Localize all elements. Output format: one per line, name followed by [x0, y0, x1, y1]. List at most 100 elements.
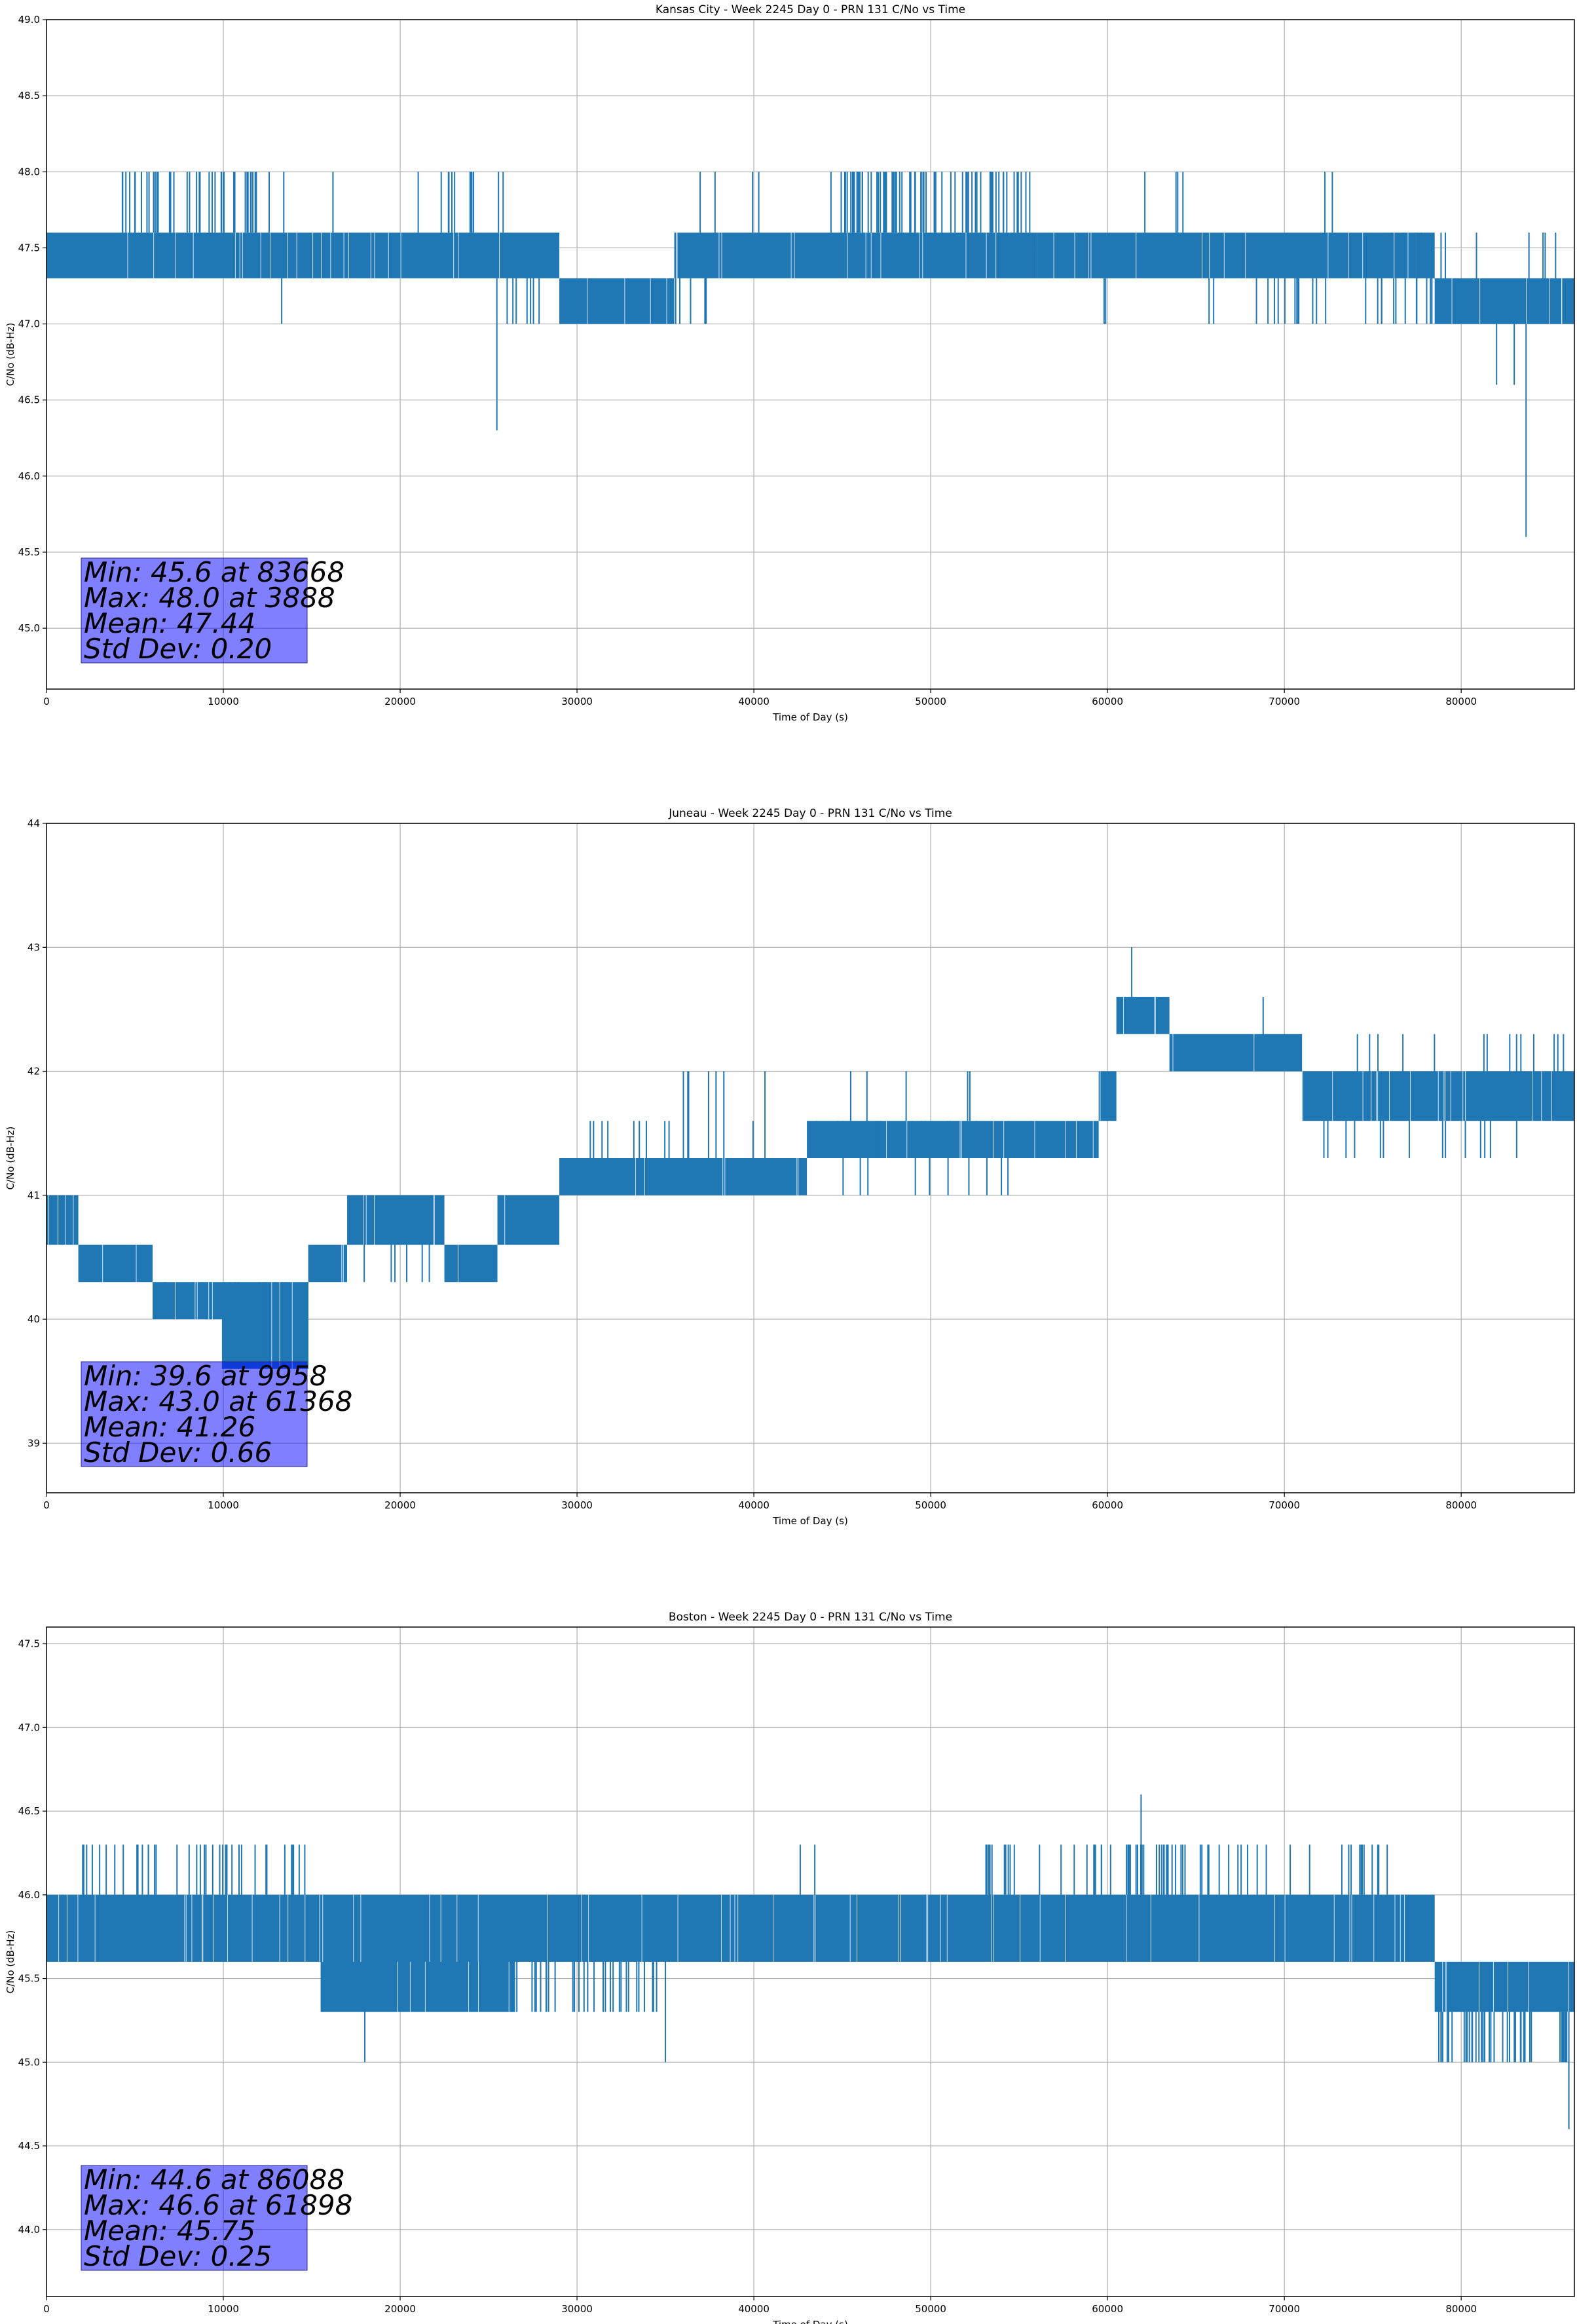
- x-tick-label: 0: [43, 696, 50, 707]
- y-tick-label: 47.0: [18, 1721, 40, 1733]
- stats-box: [81, 2165, 308, 2271]
- chart-title: Kansas City - Week 2245 Day 0 - PRN 131 …: [656, 3, 965, 16]
- series-line: [46, 1794, 1574, 2129]
- x-tick-label: 20000: [384, 2303, 416, 2315]
- y-tick-label: 45.5: [18, 546, 40, 558]
- x-tick-label: 0: [43, 1499, 50, 1511]
- signal-band: [1098, 1071, 1117, 1121]
- signal-band: [46, 233, 560, 278]
- signal-band: [78, 1245, 153, 1283]
- axes-frame: [46, 823, 1575, 1493]
- series-line: [46, 947, 1574, 1369]
- y-tick-label: 42: [28, 1066, 40, 1078]
- signal-band: [807, 1121, 1099, 1158]
- x-tick-label: 10000: [208, 2303, 239, 2315]
- chart-panel-2: 0 10000 20000 30000 40000 50000 60000 70000 8000…: [5, 1611, 1575, 2324]
- signal-band: [1434, 1962, 1574, 2012]
- y-tick-label: 41: [28, 1190, 40, 1201]
- stats-line: Max: 43.0 at 61368: [84, 1385, 352, 1417]
- chart-panel-0: 0 10000 20000 30000 40000 50000 60000 70000 8000…: [5, 3, 1575, 723]
- signal-band: [308, 1245, 348, 1283]
- stats-line: Min: 45.6 at 83668: [84, 556, 344, 588]
- x-tick-label: 80000: [1445, 1499, 1477, 1511]
- x-axis-label: Time of Day (s): [772, 711, 848, 723]
- x-axis-label: Time of Day (s): [772, 2319, 848, 2324]
- x-tick-label: 80000: [1445, 696, 1477, 707]
- signal-band: [320, 1894, 1435, 1962]
- signal-band: [46, 1894, 321, 1962]
- x-tick-label: 40000: [738, 2303, 770, 2315]
- y-tick-label: 44: [28, 817, 40, 829]
- x-tick-label: 20000: [384, 696, 416, 707]
- stats-line: Mean: 41.26: [84, 1411, 255, 1443]
- signal-band: [559, 1158, 807, 1195]
- y-axis-label: C/No (dB-Hz): [5, 1127, 16, 1190]
- y-axis-label: C/No (dB-Hz): [5, 323, 16, 386]
- x-tick-label: 50000: [915, 1499, 946, 1511]
- signal-band: [1434, 278, 1574, 324]
- x-tick-label: 70000: [1269, 2303, 1300, 2315]
- stats-line: Max: 48.0 at 3888: [84, 582, 335, 614]
- chart-panel-1: 0 10000 20000 30000 40000 50000 60000 70000 8000…: [5, 807, 1575, 1527]
- x-tick-label: 70000: [1269, 1499, 1300, 1511]
- axes-frame: [46, 1626, 1575, 2297]
- x-tick-label: 70000: [1269, 696, 1300, 707]
- signal-band: [674, 233, 1037, 278]
- signal-band: [1037, 233, 1435, 278]
- signal-band: [559, 278, 675, 324]
- stats-line: Std Dev: 0.66: [84, 1436, 272, 1469]
- stats-line: Std Dev: 0.25: [84, 2240, 272, 2272]
- y-tick-label: 46.0: [18, 470, 40, 482]
- x-tick-label: 30000: [561, 1499, 593, 1511]
- x-tick-label: 80000: [1445, 2303, 1477, 2315]
- x-tick-label: 30000: [561, 696, 593, 707]
- y-tick-label: 44.0: [18, 2224, 40, 2236]
- x-tick-label: 0: [43, 2303, 50, 2315]
- x-tick-label: 20000: [384, 1499, 416, 1511]
- y-tick-label: 48.0: [18, 166, 40, 178]
- y-tick-label: 49.0: [18, 14, 40, 26]
- axes-frame: [46, 19, 1575, 690]
- stats-box: [81, 1361, 308, 1467]
- y-tick-label: 47.5: [18, 242, 40, 253]
- x-tick-label: 60000: [1092, 1499, 1123, 1511]
- signal-band: [444, 1245, 498, 1283]
- stats-line: Min: 39.6 at 9958: [84, 1360, 327, 1392]
- y-tick-label: 45.0: [18, 2056, 40, 2068]
- x-tick-label: 40000: [738, 696, 770, 707]
- y-tick-label: 45.5: [18, 1973, 40, 1985]
- y-axis-label: C/No (dB-Hz): [5, 1930, 16, 1994]
- x-tick-label: 50000: [915, 696, 946, 707]
- signal-band: [1116, 996, 1170, 1034]
- x-tick-label: 30000: [561, 2303, 593, 2315]
- stats-line: Mean: 47.44: [84, 607, 255, 639]
- y-tick-label: 40: [28, 1313, 40, 1325]
- stats-line: Std Dev: 0.20: [84, 633, 272, 665]
- y-tick-label: 45.0: [18, 622, 40, 634]
- series-line: [46, 172, 1574, 537]
- x-tick-label: 40000: [738, 1499, 770, 1511]
- signal-band: [497, 1195, 560, 1245]
- x-tick-label: 10000: [208, 696, 239, 707]
- y-tick-label: 39: [28, 1437, 40, 1449]
- x-tick-label: 60000: [1092, 696, 1123, 707]
- x-axis-label: Time of Day (s): [772, 1515, 848, 1527]
- y-tick-label: 48.5: [18, 90, 40, 102]
- y-tick-label: 47.0: [18, 318, 40, 330]
- y-tick-label: 47.5: [18, 1638, 40, 1650]
- y-tick-label: 46.0: [18, 1889, 40, 1901]
- y-tick-label: 46.5: [18, 394, 40, 406]
- signal-band: [1169, 1034, 1303, 1072]
- chart-title: Boston - Week 2245 Day 0 - PRN 131 C/No …: [669, 1611, 952, 1624]
- x-tick-label: 50000: [915, 2303, 946, 2315]
- chart-title: Juneau - Week 2245 Day 0 - PRN 131 C/No …: [668, 807, 952, 820]
- y-tick-label: 46.5: [18, 1805, 40, 1817]
- signal-band: [320, 1962, 515, 2012]
- stats-box: [81, 557, 308, 664]
- signal-band: [347, 1195, 445, 1245]
- stats-line: Min: 44.6 at 86088: [84, 2164, 344, 2196]
- x-tick-label: 60000: [1092, 2303, 1123, 2315]
- y-tick-label: 43: [28, 941, 40, 953]
- stats-line: Mean: 45.75: [84, 2215, 255, 2247]
